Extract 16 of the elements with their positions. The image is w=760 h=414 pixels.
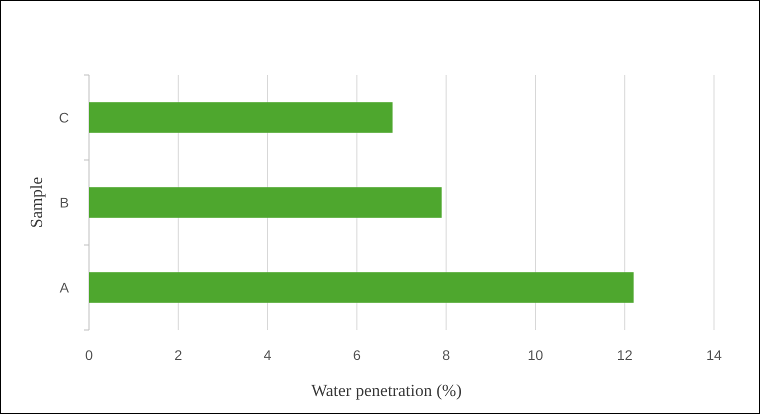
y-tick-label: B: [60, 194, 69, 210]
x-tick-label: 6: [352, 347, 361, 363]
bar: [89, 102, 393, 133]
x-tick-label: 14: [706, 347, 722, 363]
y-tick-label: A: [60, 280, 70, 296]
x-tick-label: 10: [528, 347, 544, 363]
x-tick-label: 2: [174, 347, 182, 363]
y-tick-label: C: [58, 110, 69, 126]
x-tick-label: 8: [442, 347, 450, 363]
x-tick-label: 4: [264, 347, 272, 363]
x-tick-label: 0: [85, 347, 94, 363]
x-axis-title: Water penetration (%): [311, 381, 462, 400]
y-axis-title: Sample: [27, 177, 46, 228]
bar: [89, 272, 634, 303]
x-tick-label: 12: [616, 347, 633, 363]
bar: [89, 187, 442, 218]
